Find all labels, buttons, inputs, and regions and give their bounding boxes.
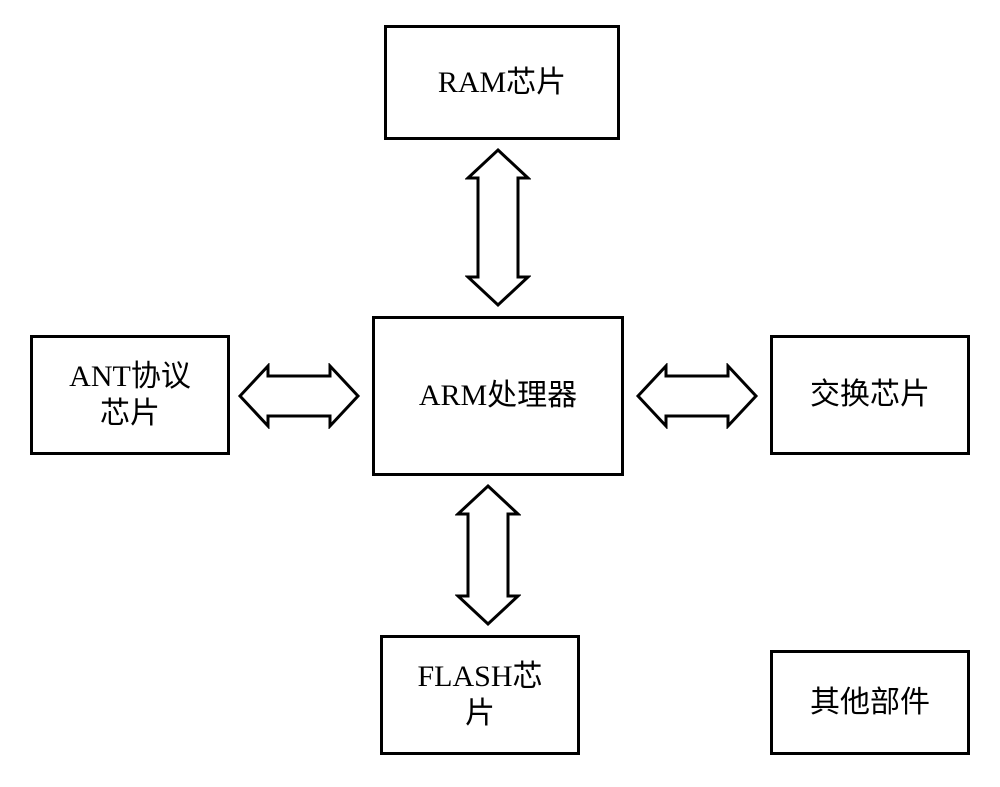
node-label: ARM处理器 <box>419 377 577 415</box>
node-label: FLASH芯 片 <box>417 658 542 733</box>
node-arm-processor: ARM处理器 <box>372 316 624 476</box>
node-flash-chip: FLASH芯 片 <box>380 635 580 755</box>
arrow-switch-to-arm <box>635 363 759 429</box>
node-label: 其他部件 <box>810 684 930 722</box>
node-label: ANT协议 芯片 <box>69 358 191 433</box>
node-switch-chip: 交换芯片 <box>770 335 970 455</box>
diagram-canvas: ARM处理器 RAM芯片 ANT协议 芯片 交换芯片 FLASH芯 片 其他部件 <box>0 0 1000 787</box>
node-other-parts: 其他部件 <box>770 650 970 755</box>
arrow-ram-to-arm <box>465 147 531 308</box>
node-label: RAM芯片 <box>438 64 566 102</box>
node-ant-protocol-chip: ANT协议 芯片 <box>30 335 230 455</box>
node-label: 交换芯片 <box>810 376 930 414</box>
arrow-flash-to-arm <box>455 483 521 627</box>
node-ram-chip: RAM芯片 <box>384 25 620 140</box>
arrow-ant-to-arm <box>237 363 361 429</box>
